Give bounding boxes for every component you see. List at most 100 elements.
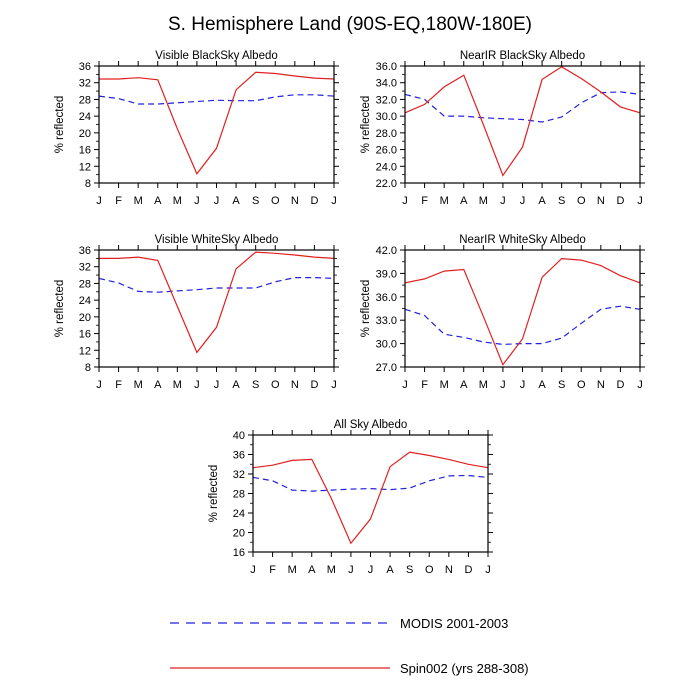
- x-tick-label: D: [464, 564, 472, 576]
- x-tick-label: D: [310, 379, 318, 391]
- y-tick-label: 24: [233, 508, 245, 520]
- y-tick-label: 36.0: [376, 292, 397, 304]
- series-line-modis: [98, 94, 335, 105]
- series-line-modis: [404, 305, 641, 346]
- x-tick-label: J: [500, 195, 506, 207]
- x-tick-label: M: [134, 379, 143, 391]
- x-tick-label: J: [402, 195, 408, 207]
- x-tick-label: M: [440, 195, 449, 207]
- x-tick-label: J: [520, 195, 526, 207]
- y-tick-label: 32: [233, 469, 245, 481]
- x-tick-label: J: [520, 379, 526, 391]
- x-tick-label: N: [597, 379, 605, 391]
- y-axis-label: % reflected: [360, 280, 372, 338]
- x-tick-label: J: [250, 564, 256, 576]
- y-tick-label: 28.0: [376, 128, 397, 140]
- y-tick-label: 40: [233, 430, 245, 442]
- x-tick-label: J: [637, 195, 643, 207]
- y-axis-label: % reflected: [208, 465, 220, 523]
- y-tick-label: 16: [233, 547, 245, 559]
- x-tick-label: J: [214, 195, 220, 207]
- x-tick-label: O: [577, 379, 586, 391]
- series-line-modis: [98, 277, 335, 293]
- y-tick-label: 32: [79, 262, 91, 274]
- x-tick-label: J: [368, 564, 374, 576]
- x-tick-label: O: [271, 379, 280, 391]
- plot-frame: [252, 434, 489, 553]
- x-tick-label: A: [154, 379, 162, 391]
- y-tick-label: 20: [79, 128, 91, 140]
- y-tick-label: 20: [233, 528, 245, 540]
- x-tick-label: A: [538, 379, 546, 391]
- x-tick-label: D: [616, 379, 624, 391]
- x-tick-label: N: [291, 379, 299, 391]
- x-tick-label: F: [269, 564, 276, 576]
- x-tick-label: M: [134, 195, 143, 207]
- y-tick-label: 36: [79, 61, 91, 73]
- legend-label-modis: MODIS 2001-2003: [400, 616, 508, 631]
- y-tick-label: 27.0: [376, 362, 397, 374]
- x-tick-label: N: [597, 195, 605, 207]
- x-tick-label: J: [485, 564, 491, 576]
- y-tick-label: 30.0: [376, 339, 397, 351]
- x-tick-label: A: [232, 379, 240, 391]
- x-tick-label: S: [252, 379, 259, 391]
- x-tick-label: S: [558, 195, 565, 207]
- x-tick-label: A: [460, 379, 468, 391]
- y-tick-label: 8: [85, 362, 91, 374]
- y-tick-label: 36: [233, 450, 245, 462]
- x-tick-label: J: [500, 379, 506, 391]
- plot-frame: [404, 249, 641, 368]
- y-tick-label: 33.0: [376, 315, 397, 327]
- x-tick-label: M: [288, 564, 297, 576]
- series-line-spin002: [404, 66, 641, 177]
- x-tick-label: J: [637, 379, 643, 391]
- x-tick-label: A: [308, 564, 316, 576]
- x-tick-label: J: [402, 379, 408, 391]
- chart-panel-1: Visible BlackSky Albedo 8 12 16 20 24 28 32 36 J F…: [54, 50, 339, 207]
- chart-panel-4: NearIR WhiteSky Albedo 27.0 30.0 33.0 36.0 39…: [360, 234, 645, 391]
- x-tick-label: S: [406, 564, 413, 576]
- legend: MODIS 2001-2003 Spin002 (yrs 288-308): [170, 616, 529, 676]
- y-tick-label: 32: [79, 78, 91, 90]
- x-tick-label: A: [460, 195, 468, 207]
- plot-frame: [404, 65, 641, 184]
- x-tick-label: M: [479, 195, 488, 207]
- x-tick-label: F: [421, 195, 428, 207]
- y-tick-label: 12: [79, 161, 91, 173]
- x-tick-label: J: [214, 379, 220, 391]
- y-tick-label: 8: [85, 178, 91, 190]
- figure-title: S. Hemisphere Land (90S-EQ,180W-180E): [168, 14, 532, 35]
- y-tick-label: 34.0: [376, 78, 397, 90]
- x-tick-label: O: [577, 195, 586, 207]
- series-line-spin002: [99, 71, 335, 175]
- y-tick-label: 28: [233, 489, 245, 501]
- x-tick-label: D: [310, 195, 318, 207]
- x-tick-label: O: [271, 195, 280, 207]
- panels-group: Visible BlackSky Albedo 8 12 16 20 24 28 32 36 J F…: [54, 50, 645, 576]
- y-tick-label: 30.0: [376, 111, 397, 123]
- y-tick-label: 36: [79, 245, 91, 257]
- y-tick-label: 39.0: [376, 268, 397, 280]
- y-axis-label: % reflected: [360, 96, 372, 154]
- chart-panel-2: NearIR BlackSky Albedo 22.0 24.0 26.0 28.0 30…: [360, 50, 645, 207]
- y-tick-label: 28: [79, 278, 91, 290]
- series-line-spin002: [252, 451, 489, 545]
- y-tick-label: 28: [79, 94, 91, 106]
- x-tick-label: A: [154, 195, 162, 207]
- panel-title: Visible WhiteSky Albedo: [155, 234, 279, 246]
- y-tick-label: 24.0: [376, 161, 397, 173]
- x-tick-label: A: [538, 195, 546, 207]
- x-tick-label: J: [331, 195, 337, 207]
- x-tick-label: J: [348, 564, 354, 576]
- x-tick-label: S: [252, 195, 259, 207]
- x-tick-label: A: [232, 195, 240, 207]
- y-axis-label: % reflected: [54, 96, 66, 154]
- y-tick-label: 26.0: [376, 145, 397, 157]
- x-tick-label: J: [96, 379, 102, 391]
- x-tick-label: J: [331, 379, 337, 391]
- x-tick-label: O: [425, 564, 434, 576]
- x-tick-label: J: [194, 379, 200, 391]
- y-tick-label: 42.0: [376, 245, 397, 257]
